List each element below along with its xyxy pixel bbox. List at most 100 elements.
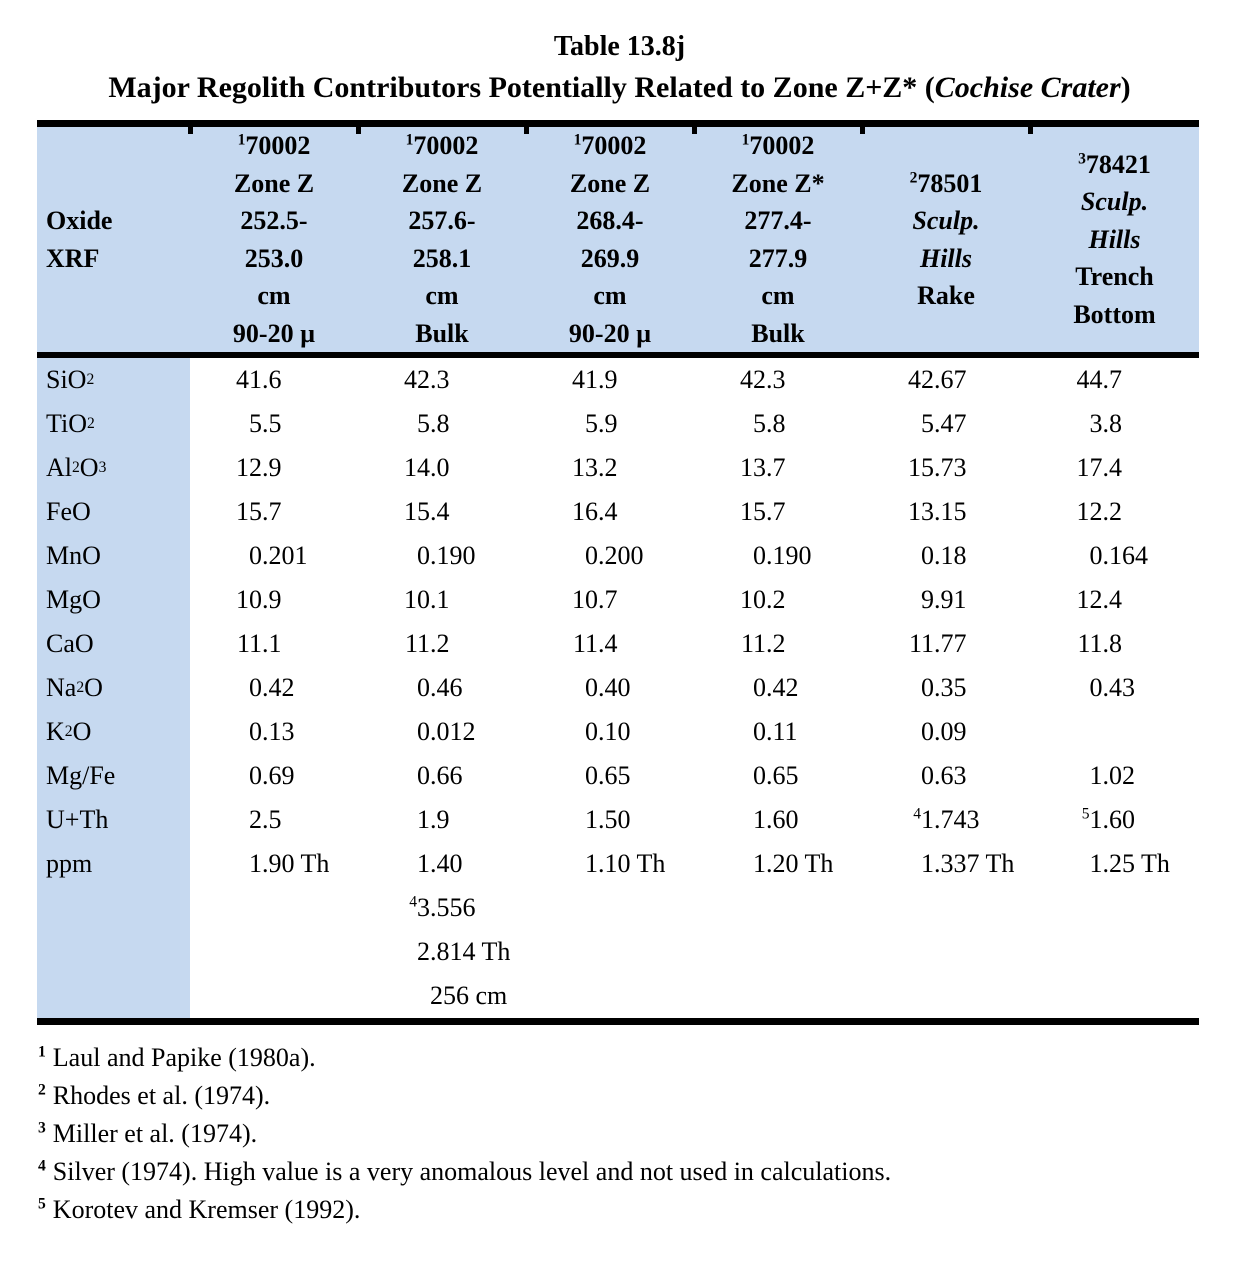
value-number: 0.69 [216, 761, 332, 791]
value-number: 256 cm [384, 981, 507, 1011]
value-cell: 10.2 [694, 578, 862, 622]
value-cell [1030, 710, 1199, 754]
value-number: 42.3 [720, 365, 836, 395]
footnote-ref: 4 [409, 893, 417, 911]
fraction-part: .2 [598, 453, 618, 482]
text-segment: 90-20 µ [568, 318, 652, 348]
value-cell: 10.9 [190, 578, 358, 622]
fraction-part: .2 [766, 585, 786, 614]
header-cell-sample-1: 170002 Zone Z 252.5- 253.0 cm 90-20 µ [190, 127, 358, 352]
header-line: cm [694, 277, 862, 315]
value-number: 13.2 [552, 453, 668, 483]
column-divider-tick [1028, 127, 1033, 134]
table-row: SiO 2 41.6 42.3 41.9 42.3 42.67 44.7 [37, 358, 1199, 402]
text-segment: O [79, 453, 99, 482]
value-number: 1.90 Th [216, 849, 332, 879]
integer-part: 12 [236, 453, 262, 482]
value-cell: 16.4 [526, 490, 694, 534]
footnote-marker: 3 [38, 1119, 46, 1137]
value-cell: 51.60 [1030, 798, 1199, 842]
text-segment: 252.5- [240, 206, 308, 235]
value-number: 42.67 [888, 365, 1004, 395]
fraction-part: .4 [1102, 585, 1123, 614]
value-cell: 0.65 [694, 754, 862, 798]
text-segment: MnO [46, 541, 101, 570]
integer-part: 43 [409, 893, 430, 922]
fraction-part: .337 Th [934, 849, 1015, 878]
value-cell: 14.0 [358, 446, 526, 490]
table-row: Mg/Fe 0.69 0.66 0.65 0.65 0.63 1.02 [37, 754, 1199, 798]
text-segment: Major Regolith Contributors Potentially … [108, 71, 935, 104]
text-segment: Cochise Crater [934, 71, 1121, 104]
integer-part: 11 [404, 629, 430, 658]
value-number: 13.7 [720, 453, 836, 483]
value-cell: 5.8 [694, 402, 862, 446]
value-cell: 1.10 Th [526, 842, 694, 886]
integer-part: 0 [921, 673, 934, 702]
text-segment: 258.1 [412, 243, 472, 273]
value-cell [862, 886, 1030, 930]
footnote: 1 Laul and Papike (1980a). [38, 1039, 1239, 1077]
row-label-cell: Na 2 O [37, 666, 190, 710]
data-table: Oxide XRF 170002 Zone Z 252.5- 253.0 cm 90-20 µ… [37, 120, 1199, 1025]
footnote: 4 Silver (1974). High value is a very ano… [38, 1153, 1239, 1191]
integer-part: 0 [585, 673, 598, 702]
value-cell [526, 930, 694, 974]
value-cell: 11.2 [694, 622, 862, 666]
integer-part: 0 [417, 761, 430, 790]
text-segment: Al [46, 453, 72, 482]
value-cell [694, 974, 862, 1018]
text-segment: O [84, 673, 103, 702]
integer-part: 0 [921, 761, 934, 790]
table-row: U+Th 2.5 1.9 1.50 1.60 41.743 51.60 [37, 798, 1199, 842]
fraction-part: .4 [598, 497, 618, 526]
text-segment: cm [257, 281, 291, 310]
header-line: Hills [1030, 221, 1199, 259]
integer-part: 41 [913, 805, 934, 834]
table-title: Table 13.8j Major Regolith Contributors … [0, 0, 1239, 106]
value-cell [862, 930, 1030, 974]
value-cell: 1.90 Th [190, 842, 358, 886]
value-number: 1.40 [384, 849, 500, 879]
header-line: 170002 [358, 127, 526, 165]
table-row: MnO 0.201 0.190 0.200 0.190 0.18 0.164 [37, 534, 1199, 578]
header-line: cm [190, 277, 358, 315]
text-segment: MgO [46, 585, 101, 614]
fraction-part: .9 [598, 409, 618, 438]
footnote: 5 Korotev and Kremser (1992). [38, 1191, 1239, 1229]
integer-part: 5 [585, 409, 598, 438]
footnote-marker: 2 [38, 1081, 46, 1099]
value-number: 17.4 [1057, 453, 1173, 483]
fraction-part: .9 [598, 365, 618, 394]
fraction-part: .6 [262, 365, 282, 394]
text-segment: O [72, 717, 92, 746]
value-number: 1.20 Th [720, 849, 836, 879]
integer-part: 5 [417, 409, 430, 438]
integer-part: 15 [740, 497, 766, 526]
fraction-part: .012 [430, 717, 476, 746]
value-number: 0.42 [216, 673, 332, 703]
value-cell: 0.63 [862, 754, 1030, 798]
column-divider-tick [188, 127, 193, 134]
integer-part: 2 [249, 805, 262, 834]
text-segment: 78421 [1085, 149, 1151, 179]
fraction-part: .47 [934, 409, 967, 438]
header-line: cm [526, 277, 694, 315]
text-segment: cm [761, 281, 795, 310]
value-cell: 42.3 [694, 358, 862, 402]
value-cell: 5.47 [862, 402, 1030, 446]
row-label-cell: ppm [37, 842, 190, 886]
value-cell [190, 974, 358, 1018]
fraction-part: .1 [430, 585, 450, 614]
value-cell: 15.7 [190, 490, 358, 534]
value-cell [1030, 930, 1199, 974]
row-label-cell: MgO [37, 578, 190, 622]
value-number: 0.65 [720, 761, 836, 791]
value-cell: 256 cm [358, 974, 526, 1018]
value-number: 0.42 [720, 673, 836, 703]
text-segment: 70002 [245, 131, 311, 160]
header-line: Zone Z [526, 165, 694, 203]
fraction-part: .35 [934, 673, 967, 702]
value-cell: 5.8 [358, 402, 526, 446]
